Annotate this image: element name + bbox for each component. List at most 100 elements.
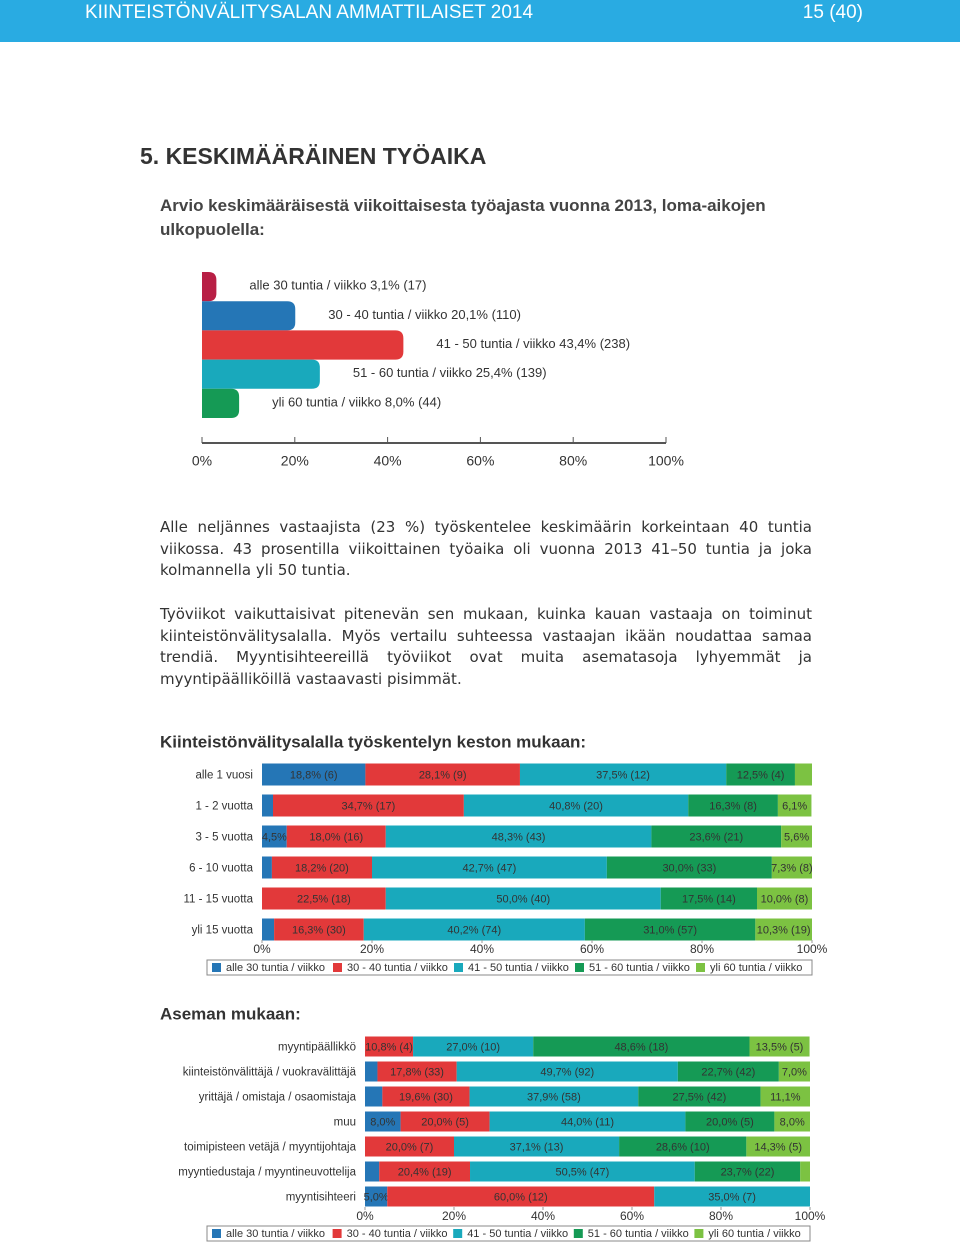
value-label: 43,4% (238) bbox=[559, 336, 630, 351]
x-tick-label: 60% bbox=[580, 942, 604, 956]
value-label: 23,6% (21) bbox=[689, 831, 743, 843]
bar bbox=[202, 388, 240, 418]
value-label: 34,7% (17) bbox=[342, 800, 396, 812]
legend-swatch bbox=[454, 963, 463, 972]
bar-segment bbox=[365, 1186, 388, 1207]
legend-box bbox=[206, 959, 813, 976]
legend-label: 30 - 40 tuntia / viikko bbox=[347, 1228, 448, 1240]
bar-segment bbox=[385, 887, 661, 910]
bar-segment bbox=[794, 763, 812, 786]
bar-segment bbox=[749, 1036, 810, 1057]
value-label: 44,0% (11) bbox=[561, 1116, 614, 1128]
x-tick-label: 80% bbox=[690, 942, 714, 956]
bar-segment bbox=[454, 1136, 620, 1157]
value-label: 48,6% (18) bbox=[614, 1041, 668, 1053]
legend-label: 51 - 60 tuntia / viikko bbox=[588, 1228, 689, 1240]
category-label: yli 15 vuotta bbox=[192, 925, 254, 937]
value-label: 11,1% bbox=[770, 1091, 801, 1103]
value-label: 42,7% (47) bbox=[463, 862, 517, 874]
bar-segment bbox=[262, 794, 273, 817]
legend-label: 30 - 40 tuntia / viikko bbox=[347, 962, 448, 974]
bar-segment bbox=[777, 794, 812, 817]
value-label: 10,8% (4) bbox=[365, 1041, 413, 1053]
x-tick-label: 60% bbox=[466, 453, 494, 469]
x-tick-label: 80% bbox=[559, 453, 587, 469]
bar-segment bbox=[638, 1086, 761, 1107]
value-label: 7,3% (8) bbox=[771, 862, 813, 874]
value-label: 25,4% (139) bbox=[476, 366, 547, 381]
value-label: 19,6% (30) bbox=[399, 1091, 453, 1103]
value-label: 37,1% (13) bbox=[510, 1141, 564, 1153]
value-label: 20,1% (110) bbox=[451, 307, 521, 322]
value-label: 8,0% (44) bbox=[385, 395, 441, 410]
bar-segment bbox=[651, 825, 782, 848]
category-label: 3 - 5 vuotta bbox=[195, 832, 253, 844]
category-label: 6 - 10 vuotta bbox=[189, 863, 254, 875]
bar-segment bbox=[489, 1111, 686, 1132]
value-label: 60,0% (12) bbox=[494, 1191, 548, 1203]
bar-segment bbox=[286, 825, 386, 848]
value-label: 8,0% bbox=[780, 1116, 805, 1128]
category-label: muu bbox=[334, 1117, 356, 1129]
bar-segment bbox=[413, 1036, 534, 1057]
value-label: 12,5% (4) bbox=[737, 769, 785, 781]
bar-segment bbox=[377, 1061, 457, 1082]
value-label: 13,5% (5) bbox=[756, 1041, 804, 1053]
value-label: 30,0% (33) bbox=[662, 862, 716, 874]
bar-segment bbox=[365, 1061, 378, 1082]
bar-segment bbox=[385, 825, 652, 848]
bar-segment bbox=[365, 1086, 383, 1107]
bar-segment bbox=[781, 825, 812, 848]
value-label: 8,0% bbox=[370, 1116, 395, 1128]
value-label: 18,2% (20) bbox=[295, 862, 349, 874]
x-tick-label: 60% bbox=[620, 1209, 644, 1223]
value-label: 28,6% (10) bbox=[656, 1141, 710, 1153]
value-label: 20,4% (19) bbox=[398, 1166, 452, 1178]
value-label: 18,0% (16) bbox=[309, 831, 363, 843]
x-tick-label: 0% bbox=[192, 453, 212, 469]
bar-label: alle 30 tuntia / viikko 3,1% (17) bbox=[249, 278, 426, 293]
bar-segment bbox=[387, 1186, 655, 1207]
value-label: 48,3% (43) bbox=[492, 831, 546, 843]
x-tick-label: 100% bbox=[648, 453, 684, 469]
x-tick-label: 40% bbox=[531, 1209, 555, 1223]
x-tick-label: 40% bbox=[374, 453, 402, 469]
bar-segment bbox=[365, 1111, 401, 1132]
paragraph: Alle neljännes vastaajista (23 %) työske… bbox=[160, 518, 812, 580]
bar-segment bbox=[463, 794, 689, 817]
value-label: 16,3% (8) bbox=[709, 800, 757, 812]
value-label: 37,5% (12) bbox=[596, 769, 650, 781]
section-title: 5. KESKIMÄÄRÄINEN TYÖAIKA bbox=[140, 143, 487, 169]
bar-segment bbox=[469, 1086, 639, 1107]
bar-segment bbox=[606, 856, 772, 879]
value-label: 50,0% (40) bbox=[496, 893, 550, 905]
value-label: 10,0% (8) bbox=[761, 893, 809, 905]
bar-segment bbox=[760, 1086, 810, 1107]
bar-segment bbox=[273, 794, 464, 817]
bar-segment bbox=[365, 1036, 414, 1057]
bar-segment bbox=[372, 856, 607, 879]
chart-title: Kiinteistönvälitysalalla työskentelyn ke… bbox=[160, 732, 586, 751]
x-tick-label: 20% bbox=[360, 942, 384, 956]
value-label: 27,5% (42) bbox=[673, 1091, 727, 1103]
value-label: 20,0% (7) bbox=[386, 1141, 434, 1153]
bar-label: 41 - 50 tuntia / viikko 43,4% (238) bbox=[436, 336, 630, 351]
x-tick-label: 20% bbox=[281, 453, 309, 469]
legend-swatch bbox=[332, 1229, 342, 1238]
bar-segment bbox=[755, 918, 812, 941]
legend-label: yli 60 tuntia / viikko bbox=[710, 962, 802, 974]
bar-segment bbox=[757, 887, 812, 910]
subtitle: Arvio keskimääräisestä viikoittaisesta t… bbox=[160, 196, 766, 239]
bar-segment bbox=[274, 918, 364, 941]
value-label: 6,1% bbox=[782, 800, 807, 812]
legend-swatch bbox=[212, 1229, 221, 1238]
category-label: 30 - 40 tuntia / viikko bbox=[328, 307, 447, 322]
x-tick-label: 40% bbox=[470, 942, 494, 956]
value-label: 20,0% (5) bbox=[706, 1116, 754, 1128]
value-label: 37,9% (58) bbox=[527, 1091, 581, 1103]
bar bbox=[202, 272, 217, 302]
value-label: 7,0% bbox=[782, 1066, 807, 1078]
value-label: 14,3% (5) bbox=[754, 1141, 802, 1153]
